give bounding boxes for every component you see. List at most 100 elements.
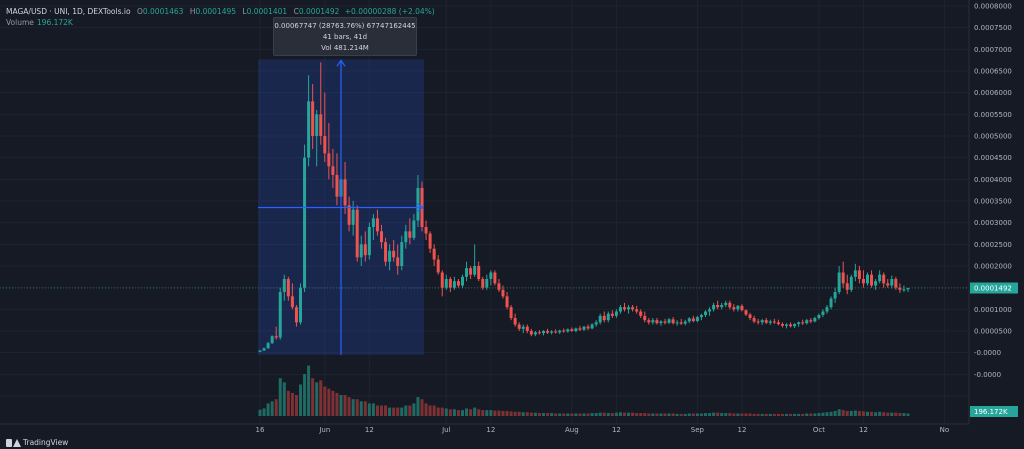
candle-body[interactable]	[371, 218, 375, 227]
candle-body[interactable]	[813, 318, 817, 322]
candle-body[interactable]	[481, 279, 485, 288]
candle-body[interactable]	[598, 315, 602, 323]
candle-body[interactable]	[497, 283, 501, 290]
candle-body[interactable]	[874, 281, 878, 286]
candle-body[interactable]	[428, 233, 432, 249]
candle-body[interactable]	[627, 307, 631, 310]
candle-body[interactable]	[262, 348, 266, 351]
candle-body[interactable]	[542, 331, 545, 334]
candle-body[interactable]	[691, 318, 695, 322]
candle-body[interactable]	[586, 326, 590, 329]
candle-body[interactable]	[623, 307, 626, 310]
candle-body[interactable]	[529, 331, 533, 335]
candle-body[interactable]	[331, 166, 335, 175]
candle-body[interactable]	[845, 283, 849, 290]
price-axis[interactable]	[969, 0, 1024, 449]
candle-body[interactable]	[699, 314, 703, 318]
candle-body[interactable]	[521, 326, 525, 329]
candle-body[interactable]	[708, 309, 712, 312]
candle-body[interactable]	[614, 311, 618, 316]
candle-body[interactable]	[270, 336, 274, 344]
candle-body[interactable]	[465, 268, 469, 277]
candle-body[interactable]	[821, 311, 825, 315]
candle-body[interactable]	[886, 283, 890, 286]
candle-body[interactable]	[323, 136, 327, 154]
candle-body[interactable]	[655, 320, 659, 324]
candle-body[interactable]	[695, 317, 699, 322]
candle-body[interactable]	[712, 305, 716, 310]
candle-body[interactable]	[610, 313, 614, 316]
candle-body[interactable]	[493, 272, 497, 284]
candle-body[interactable]	[315, 114, 319, 136]
candle-body[interactable]	[789, 324, 793, 327]
candle-body[interactable]	[574, 328, 578, 331]
candle-body[interactable]	[537, 332, 541, 334]
candle-body[interactable]	[631, 307, 635, 310]
candle-body[interactable]	[380, 231, 383, 243]
candle-body[interactable]	[618, 307, 622, 312]
candle-body[interactable]	[444, 279, 448, 288]
candle-body[interactable]	[635, 309, 639, 312]
candle-body[interactable]	[327, 153, 331, 167]
candle-body[interactable]	[760, 320, 764, 323]
candle-body[interactable]	[562, 330, 566, 332]
candle-body[interactable]	[764, 320, 768, 323]
candle-body[interactable]	[590, 324, 594, 329]
candle-body[interactable]	[440, 272, 444, 288]
candle-body[interactable]	[558, 330, 562, 333]
candle-body[interactable]	[290, 296, 294, 308]
candle-body[interactable]	[582, 326, 586, 330]
candle-body[interactable]	[716, 305, 720, 308]
tradingview-brand[interactable]: TradingView	[6, 438, 68, 447]
candle-body[interactable]	[473, 266, 477, 275]
candle-body[interactable]	[501, 289, 505, 297]
candle-body[interactable]	[825, 307, 829, 312]
candle-body[interactable]	[866, 274, 869, 284]
candle-body[interactable]	[550, 331, 554, 333]
candle-body[interactable]	[849, 276, 853, 290]
candle-body[interactable]	[282, 279, 286, 292]
candle-body[interactable]	[736, 305, 740, 310]
candle-body[interactable]	[898, 287, 902, 290]
candle-body[interactable]	[793, 324, 797, 327]
candle-body[interactable]	[740, 305, 744, 311]
candle-body[interactable]	[400, 242, 404, 266]
candle-body[interactable]	[355, 209, 359, 258]
candle-body[interactable]	[704, 311, 707, 315]
candle-body[interactable]	[359, 244, 363, 258]
candle-body[interactable]	[388, 250, 392, 262]
candle-body[interactable]	[477, 266, 481, 279]
candle-body[interactable]	[841, 272, 845, 284]
candle-body[interactable]	[294, 307, 298, 323]
candle-body[interactable]	[805, 320, 809, 324]
candle-body[interactable]	[724, 302, 728, 305]
candle-body[interactable]	[412, 220, 416, 238]
candle-body[interactable]	[278, 292, 282, 338]
candle-body[interactable]	[505, 296, 509, 308]
candle-body[interactable]	[857, 270, 861, 279]
candle-body[interactable]	[675, 322, 679, 324]
candle-body[interactable]	[643, 315, 647, 321]
candle-body[interactable]	[513, 318, 517, 325]
symbol-name[interactable]: MAGA/USD · UNI, 1D, DEXTools.io	[6, 7, 131, 16]
candle-body[interactable]	[809, 320, 813, 322]
candle-body[interactable]	[461, 276, 464, 286]
candle-body[interactable]	[299, 287, 302, 323]
candle-body[interactable]	[485, 279, 489, 288]
candle-body[interactable]	[347, 205, 351, 225]
candle-body[interactable]	[772, 321, 776, 323]
candle-body[interactable]	[797, 322, 801, 325]
candle-body[interactable]	[432, 248, 436, 260]
candle-body[interactable]	[546, 331, 550, 333]
candle-body[interactable]	[307, 101, 311, 158]
candle-body[interactable]	[780, 324, 784, 326]
candle-body[interactable]	[732, 307, 736, 310]
candle-body[interactable]	[651, 320, 655, 323]
candle-body[interactable]	[424, 227, 428, 234]
candle-body[interactable]	[720, 305, 724, 308]
candle-body[interactable]	[687, 318, 691, 322]
candle-body[interactable]	[801, 322, 805, 324]
candle-body[interactable]	[343, 179, 347, 206]
candle-body[interactable]	[525, 326, 529, 331]
candle-body[interactable]	[351, 209, 355, 225]
